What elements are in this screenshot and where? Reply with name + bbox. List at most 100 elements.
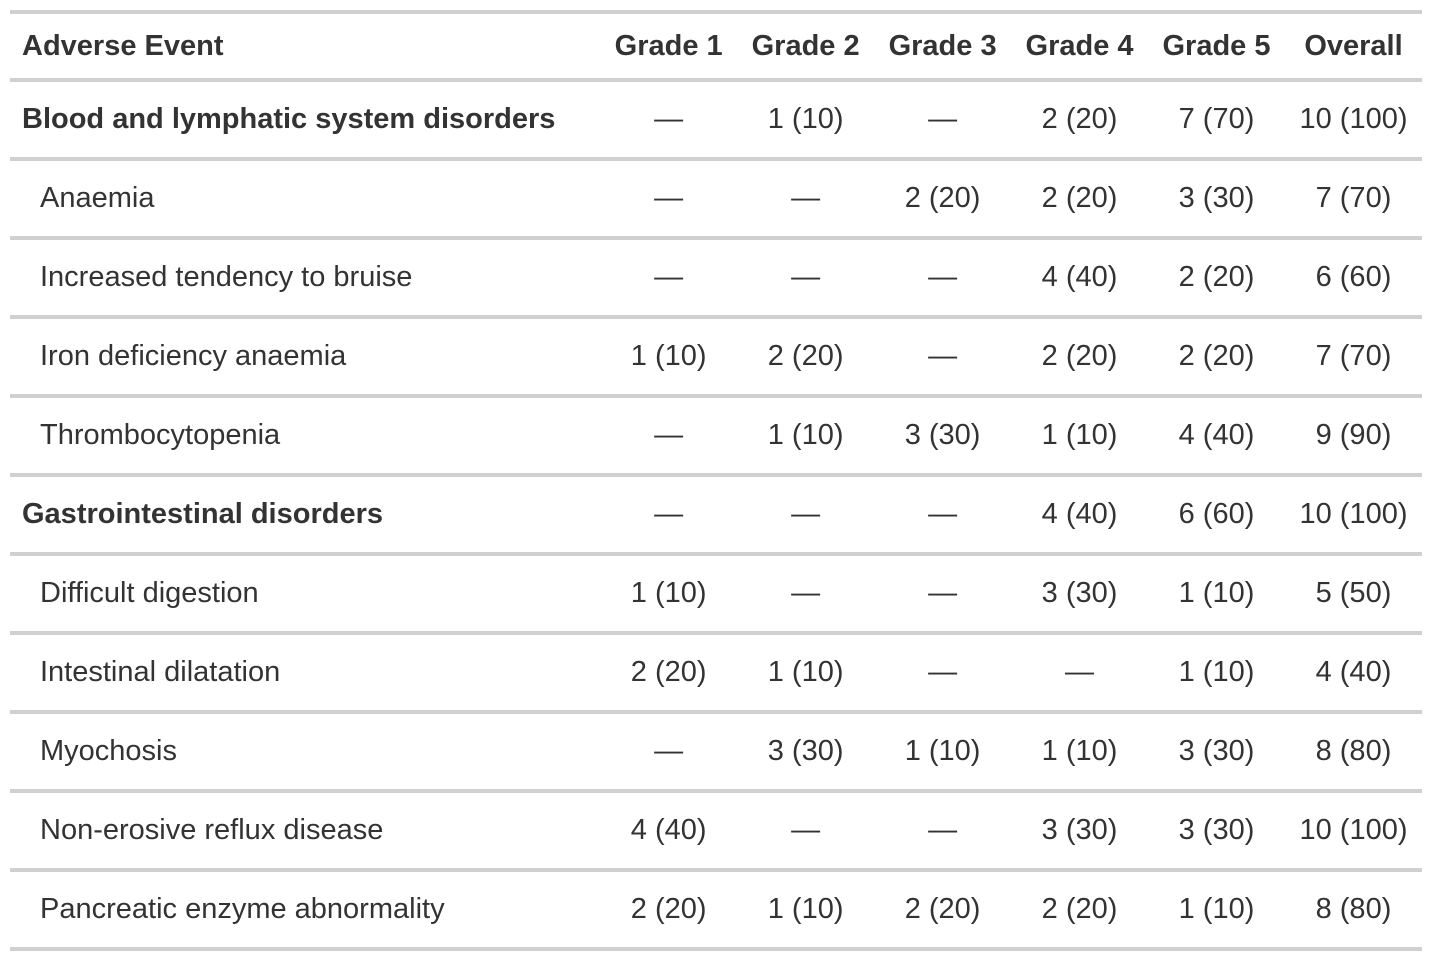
cell-value: 1 (10)	[600, 317, 738, 398]
cell-value: 8 (80)	[1284, 870, 1422, 951]
cell-value: 9 (90)	[1284, 396, 1422, 477]
table-body: Blood and lymphatic system disorders —1 (…	[10, 80, 1422, 951]
cell-value: 1 (10)	[737, 870, 875, 951]
cell-value: 10 (100)	[1284, 80, 1422, 161]
event-label: Thrombocytopenia	[10, 396, 601, 477]
cell-value: —	[874, 80, 1012, 161]
cell-value: 7 (70)	[1284, 159, 1422, 240]
cell-value: 3 (30)	[1148, 159, 1285, 240]
table-row: Anaemia — —2 (20) 2 (20) 3 (30) 7 (70)	[10, 159, 1422, 240]
cell-value: 2 (20)	[1148, 317, 1285, 398]
cell-value: 1 (10)	[737, 396, 875, 477]
table-row: Blood and lymphatic system disorders —1 (…	[10, 80, 1422, 161]
cell-value: —	[874, 238, 1012, 319]
table-row: Thrombocytopenia —1 (10) 3 (30) 1 (10) 4 (40…	[10, 396, 1422, 477]
cell-value: —	[600, 475, 738, 556]
column-header-grade-2: Grade 2	[737, 10, 875, 82]
cell-value: 4 (40)	[1148, 396, 1285, 477]
column-header-grade-5: Grade 5	[1148, 10, 1285, 82]
cell-value: 4 (40)	[1011, 238, 1149, 319]
cell-value: 1 (10)	[600, 554, 738, 635]
cell-value: 8 (80)	[1284, 712, 1422, 793]
cell-value: 3 (30)	[737, 712, 875, 793]
column-header-adverse-event: Adverse Event	[10, 10, 601, 82]
table-row: Difficult digestion 1 (10) — —3 (30) 1 (10) 5…	[10, 554, 1422, 635]
cell-value: 1 (10)	[737, 633, 875, 714]
cell-value: 7 (70)	[1148, 80, 1285, 161]
cell-value: 6 (60)	[1148, 475, 1285, 556]
cell-value: 1 (10)	[1148, 633, 1285, 714]
cell-value: 10 (100)	[1284, 475, 1422, 556]
cell-value: 2 (20)	[874, 870, 1012, 951]
event-label: Increased tendency to bruise	[10, 238, 601, 319]
event-label: Iron deficiency anaemia	[10, 317, 601, 398]
header-row: Adverse Event Grade 1 Grade 2 Grade 3 Grade …	[10, 10, 1422, 82]
event-label: Intestinal dilatation	[10, 633, 601, 714]
cell-value: 2 (20)	[1148, 238, 1285, 319]
cell-value: 1 (10)	[1148, 554, 1285, 635]
adverse-events-table: Adverse Event Grade 1 Grade 2 Grade 3 Grade …	[10, 10, 1422, 951]
cell-value: —	[874, 633, 1012, 714]
cell-value: —	[874, 791, 1012, 872]
table-row: Pancreatic enzyme abnormality 2 (20) 1 (10…	[10, 870, 1422, 951]
cell-value: 3 (30)	[1011, 791, 1149, 872]
cell-value: 1 (10)	[737, 80, 875, 161]
cell-value: 2 (20)	[1011, 317, 1149, 398]
cell-value: 3 (30)	[874, 396, 1012, 477]
cell-value: 2 (20)	[737, 317, 875, 398]
cell-value: —	[737, 791, 875, 872]
event-label: Difficult digestion	[10, 554, 601, 635]
cell-value: 4 (40)	[1284, 633, 1422, 714]
adverse-events-table-container: Adverse Event Grade 1 Grade 2 Grade 3 Grade …	[10, 10, 1422, 951]
table-row: Increased tendency to bruise — — —4 (40) 2 (…	[10, 238, 1422, 319]
cell-value: 2 (20)	[600, 870, 738, 951]
column-header-grade-4: Grade 4	[1011, 10, 1149, 82]
cell-value: —	[1011, 633, 1149, 714]
cell-value: —	[737, 159, 875, 240]
cell-value: 4 (40)	[600, 791, 738, 872]
cell-value: 1 (10)	[1148, 870, 1285, 951]
table-row: Non-erosive reflux disease 4 (40) — —3 (30)…	[10, 791, 1422, 872]
cell-value: 6 (60)	[1284, 238, 1422, 319]
cell-value: —	[600, 712, 738, 793]
table-row: Iron deficiency anaemia 1 (10) 2 (20) —2 (2…	[10, 317, 1422, 398]
column-header-overall: Overall	[1284, 10, 1422, 82]
cell-value: 1 (10)	[1011, 712, 1149, 793]
cell-value: 1 (10)	[1011, 396, 1149, 477]
cell-value: 2 (20)	[1011, 870, 1149, 951]
cell-value: 2 (20)	[874, 159, 1012, 240]
event-label: Pancreatic enzyme abnormality	[10, 870, 601, 951]
cell-value: —	[600, 238, 738, 319]
table-header: Adverse Event Grade 1 Grade 2 Grade 3 Grade …	[10, 10, 1422, 82]
event-label: Non-erosive reflux disease	[10, 791, 601, 872]
cell-value: 1 (10)	[874, 712, 1012, 793]
event-label: Anaemia	[10, 159, 601, 240]
event-label: Myochosis	[10, 712, 601, 793]
cell-value: —	[874, 317, 1012, 398]
cell-value: —	[600, 80, 738, 161]
cell-value: —	[737, 238, 875, 319]
category-label: Blood and lymphatic system disorders	[10, 80, 601, 161]
cell-value: 2 (20)	[1011, 159, 1149, 240]
cell-value: 2 (20)	[600, 633, 738, 714]
table-row: Intestinal dilatation 2 (20) 1 (10) — —1 (10…	[10, 633, 1422, 714]
cell-value: —	[874, 475, 1012, 556]
table-row: Gastrointestinal disorders — — —4 (40) 6 (60…	[10, 475, 1422, 556]
cell-value: 4 (40)	[1011, 475, 1149, 556]
cell-value: —	[737, 475, 875, 556]
cell-value: 5 (50)	[1284, 554, 1422, 635]
column-header-grade-1: Grade 1	[600, 10, 738, 82]
column-header-grade-3: Grade 3	[874, 10, 1012, 82]
cell-value: 10 (100)	[1284, 791, 1422, 872]
cell-value: 3 (30)	[1011, 554, 1149, 635]
cell-value: 2 (20)	[1011, 80, 1149, 161]
cell-value: 3 (30)	[1148, 712, 1285, 793]
category-label: Gastrointestinal disorders	[10, 475, 601, 556]
cell-value: —	[874, 554, 1012, 635]
cell-value: —	[600, 396, 738, 477]
table-row: Myochosis —3 (30) 1 (10) 1 (10) 3 (30) 8 (80)	[10, 712, 1422, 793]
cell-value: —	[600, 159, 738, 240]
cell-value: —	[737, 554, 875, 635]
cell-value: 7 (70)	[1284, 317, 1422, 398]
cell-value: 3 (30)	[1148, 791, 1285, 872]
